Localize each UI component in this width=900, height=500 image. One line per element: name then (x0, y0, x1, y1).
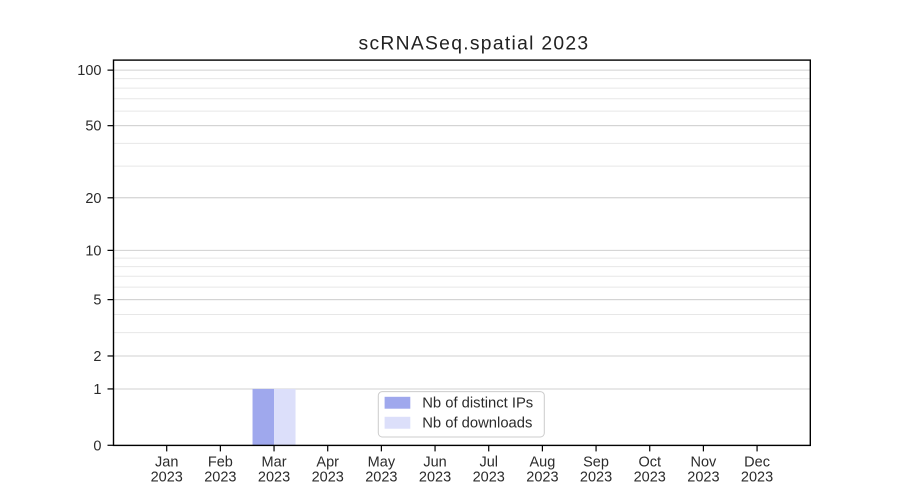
svg-text:Oct: Oct (638, 454, 661, 470)
svg-text:Mar: Mar (262, 454, 287, 470)
svg-text:2023: 2023 (204, 469, 236, 485)
svg-text:2023: 2023 (687, 469, 719, 485)
svg-text:Dec: Dec (744, 454, 770, 470)
svg-text:Feb: Feb (208, 454, 233, 470)
svg-text:Sep: Sep (583, 454, 609, 470)
svg-text:Nb of distinct IPs: Nb of distinct IPs (422, 396, 533, 412)
svg-text:Jul: Jul (479, 454, 498, 470)
svg-text:2023: 2023 (365, 469, 397, 485)
svg-text:Nov: Nov (691, 454, 718, 470)
svg-text:100: 100 (77, 63, 101, 79)
svg-text:May: May (368, 454, 396, 470)
svg-text:Apr: Apr (316, 454, 339, 470)
svg-text:Jan: Jan (155, 454, 178, 470)
svg-text:Nb of downloads: Nb of downloads (422, 416, 532, 432)
svg-text:2023: 2023 (741, 469, 773, 485)
svg-text:Jun: Jun (423, 454, 446, 470)
svg-text:scRNASeq.spatial 2023: scRNASeq.spatial 2023 (359, 34, 590, 55)
svg-text:2023: 2023 (634, 469, 666, 485)
svg-text:2023: 2023 (419, 469, 451, 485)
svg-text:1: 1 (93, 382, 101, 398)
svg-text:2023: 2023 (151, 469, 183, 485)
svg-text:2023: 2023 (473, 469, 505, 485)
svg-text:2: 2 (93, 349, 101, 365)
svg-text:2023: 2023 (258, 469, 290, 485)
svg-text:2023: 2023 (526, 469, 558, 485)
svg-text:20: 20 (85, 191, 101, 207)
svg-text:0: 0 (93, 438, 101, 454)
svg-text:5: 5 (93, 293, 101, 309)
svg-text:Aug: Aug (529, 454, 555, 470)
svg-text:2023: 2023 (312, 469, 344, 485)
svg-text:2023: 2023 (580, 469, 612, 485)
svg-text:50: 50 (85, 119, 101, 135)
svg-text:10: 10 (85, 243, 101, 259)
